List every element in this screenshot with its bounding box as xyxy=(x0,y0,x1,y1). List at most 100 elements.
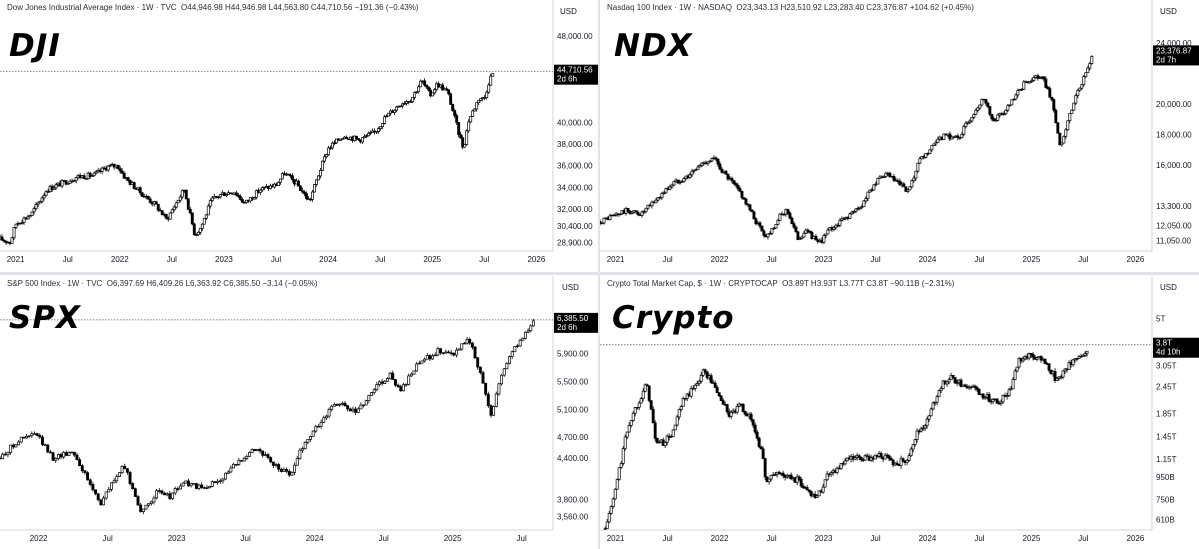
crypto-candle-body xyxy=(1043,358,1047,364)
ndx-candle-body xyxy=(908,186,912,191)
crypto-chart-panel[interactable]: 5T 3.05T 2.45T 1.85T 1.45T 1.15T 950B 750B 610B 2… xyxy=(600,276,1199,549)
spx-candle-body xyxy=(412,370,416,375)
spx-candle-body xyxy=(19,436,23,443)
dji-candle-body xyxy=(455,115,459,123)
ndx-candle-body xyxy=(860,206,864,208)
ndx-candle-body xyxy=(798,238,802,240)
dji-x-tick-label: 2023 xyxy=(215,255,233,264)
spx-chart-panel[interactable]: 5,900.00 5,500.00 5,100.00 4,700.00 4,400.00… xyxy=(0,276,600,549)
dji-candle-body xyxy=(168,212,172,220)
crypto-countdown-label: 4d 10h xyxy=(1156,348,1180,357)
spx-candle-body xyxy=(157,490,161,492)
crypto-chart-svg[interactable]: 5T 3.05T 2.45T 1.85T 1.45T 1.15T 950B 750B 610B 2… xyxy=(600,276,1199,549)
ndx-countdown-label: 2d 7h xyxy=(1156,55,1176,64)
crypto-candle-body xyxy=(1075,358,1079,360)
spx-candle-body xyxy=(88,479,92,485)
spx-candle-body xyxy=(362,404,366,407)
ndx-candle-body xyxy=(914,170,918,179)
dji-candle-body xyxy=(399,105,403,108)
dji-candle-body xyxy=(363,136,366,138)
spx-candle-body xyxy=(476,357,480,368)
dji-candle-body xyxy=(331,142,334,149)
ndx-candle-body xyxy=(814,236,818,241)
crypto-candle-body xyxy=(1071,359,1075,366)
ndx-y-tick-label: 11,050.00 xyxy=(1156,237,1192,246)
spx-candle-body xyxy=(78,459,82,467)
spx-candle-body xyxy=(327,408,331,417)
crypto-candle-body xyxy=(757,437,761,448)
crypto-candle-body xyxy=(905,460,909,463)
spx-candle-body xyxy=(155,490,159,499)
spx-x-tick-label: 2024 xyxy=(306,534,324,543)
dji-candle-body xyxy=(74,177,78,182)
spx-candle-body xyxy=(62,452,66,458)
ndx-x-tick-label: Jul xyxy=(766,255,776,264)
spx-candle-body xyxy=(234,463,238,466)
spx-candle-body xyxy=(356,408,360,413)
spx-chart-svg[interactable]: 5,900.00 5,500.00 5,100.00 4,700.00 4,400.00… xyxy=(0,276,600,549)
ndx-candle-body xyxy=(1010,99,1014,106)
dji-chart-svg[interactable]: 48,000.00 40,000.00 38,000.00 36,000.00 34,0… xyxy=(0,0,600,270)
dji-candle-body xyxy=(188,208,192,214)
ndx-candle-body xyxy=(1042,76,1046,80)
ndx-candle-body xyxy=(650,201,654,207)
ndx-chart-svg[interactable]: 24,000.00 20,000.00 18,000.00 16,000.00 13,3… xyxy=(600,0,1199,270)
dji-x-tick-label: Jul xyxy=(167,255,177,264)
spx-candle-body xyxy=(110,482,113,490)
ndx-y-tick-label: 16,000.00 xyxy=(1156,161,1192,170)
ndx-x-tick-label: 2022 xyxy=(711,255,729,264)
spx-candle-body xyxy=(141,508,145,512)
dji-candle-body xyxy=(304,193,308,200)
ndx-candle-body xyxy=(768,232,772,235)
ndx-candle-body xyxy=(1088,63,1092,69)
dji-chart-panel[interactable]: 48,000.00 40,000.00 38,000.00 36,000.00 34,0… xyxy=(0,0,600,270)
dji-candle-body xyxy=(487,84,491,93)
ndx-candle-body xyxy=(964,122,968,127)
spx-candle-body xyxy=(86,472,90,481)
ndx-candle-body xyxy=(942,133,946,140)
spx-candle-body xyxy=(240,460,243,462)
crypto-candle-body xyxy=(693,384,697,389)
crypto-candle-body xyxy=(1047,363,1051,371)
ndx-candle-body xyxy=(802,232,806,238)
spx-candle-body xyxy=(322,417,326,423)
crypto-candle-body xyxy=(815,495,819,498)
spx-candle-body xyxy=(279,468,283,472)
ndx-candle-body xyxy=(766,233,770,238)
spx-candle-body xyxy=(14,444,18,448)
dji-candle-body xyxy=(194,234,198,236)
crypto-candle-body xyxy=(891,459,895,466)
spx-y-tick-label: 3,800.00 xyxy=(557,496,589,505)
dji-candle-body xyxy=(425,84,429,88)
ndx-candle-body xyxy=(854,208,858,212)
dji-candle-body xyxy=(393,109,397,113)
crypto-candle-body xyxy=(691,388,695,390)
dji-candle-body xyxy=(82,175,86,180)
ndx-candle-body xyxy=(800,236,804,239)
ndx-currency-label: USD xyxy=(1160,7,1177,16)
crypto-candle-body xyxy=(843,460,847,465)
spx-candle-body xyxy=(269,457,273,463)
ndx-candle-body xyxy=(934,142,938,145)
crypto-candle-body xyxy=(701,369,705,376)
spx-candle-body xyxy=(439,348,442,354)
dji-x-tick-label: 2025 xyxy=(423,255,441,264)
dji-candle-body xyxy=(315,179,318,185)
dji-candle-body xyxy=(296,180,300,187)
ndx-candle-body xyxy=(668,186,672,190)
ndx-candle-body xyxy=(1074,95,1078,104)
ndx-chart-panel[interactable]: 24,000.00 20,000.00 18,000.00 16,000.00 13,3… xyxy=(600,0,1199,270)
dji-candle-body xyxy=(84,178,88,180)
spx-candle-body xyxy=(378,381,381,385)
ndx-candle-body xyxy=(966,121,970,124)
dji-x-tick-label: 2024 xyxy=(319,255,337,264)
crypto-candle-body xyxy=(605,521,609,529)
crypto-candle-body xyxy=(863,455,867,461)
ndx-last-price-label: 23,376.87 xyxy=(1156,46,1192,55)
spx-candle-body xyxy=(531,320,535,327)
crypto-candle-body xyxy=(629,420,633,426)
crypto-candle-body xyxy=(797,476,801,480)
crypto-candle-body xyxy=(795,476,799,483)
crypto-candle-body xyxy=(807,489,811,492)
crypto-big-label: Crypto xyxy=(612,300,735,336)
